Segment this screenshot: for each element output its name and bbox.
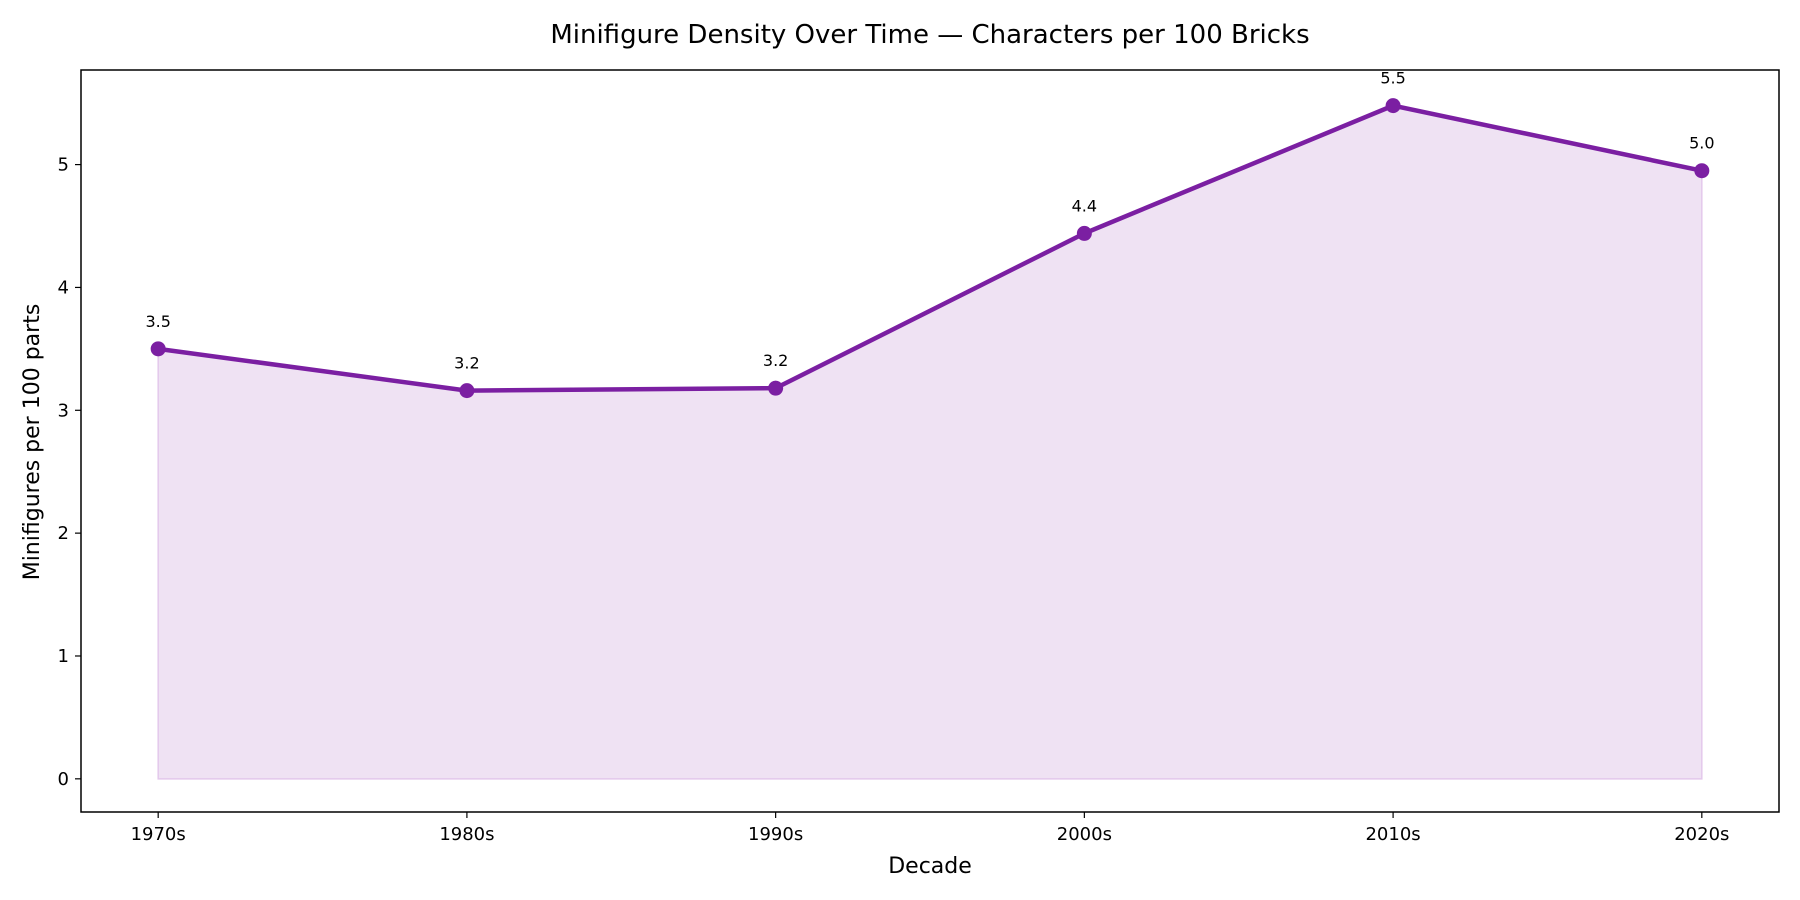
data-label: 4.4: [1072, 196, 1097, 215]
x-tick-label: 1980s: [439, 824, 494, 845]
x-tick-label: 1970s: [131, 824, 186, 845]
data-point: [150, 341, 166, 357]
data-label: 3.5: [145, 312, 170, 331]
data-point: [768, 380, 784, 396]
plot-frame: [80, 69, 1780, 813]
y-tick-label: 5: [58, 155, 69, 176]
area-fill: [157, 104, 1703, 780]
plot-area: 0 1 2 3 4 5 1970s 1980s 1990s 2000s 2010s 2020s 3.5 3…: [58, 69, 1780, 845]
x-tick-label: 2020s: [1674, 824, 1729, 845]
y-tick-label: 2: [58, 523, 69, 544]
data-point: [1694, 163, 1710, 179]
x-tick-label: 2000s: [1057, 824, 1112, 845]
y-tick-label: 1: [58, 646, 69, 667]
y-tick-label: 3: [58, 400, 69, 421]
x-axis-label: Decade: [888, 854, 972, 879]
data-label: 5.5: [1380, 69, 1405, 88]
y-tick-label: 4: [58, 277, 69, 298]
data-point: [1076, 225, 1092, 241]
chart-title: Minifigure Density Over Time — Character…: [550, 20, 1309, 50]
x-tick-label: 2010s: [1365, 824, 1420, 845]
data-label: 5.0: [1689, 134, 1714, 153]
x-tick-label: 1990s: [748, 824, 803, 845]
data-point: [1385, 98, 1401, 114]
data-label: 3.2: [454, 354, 479, 373]
series-line: [155, 103, 1705, 393]
y-tick-label: 0: [58, 769, 69, 790]
data-label: 3.2: [763, 351, 788, 370]
data-point: [459, 383, 475, 399]
y-axis-label: Minifigures per 100 parts: [20, 304, 45, 581]
